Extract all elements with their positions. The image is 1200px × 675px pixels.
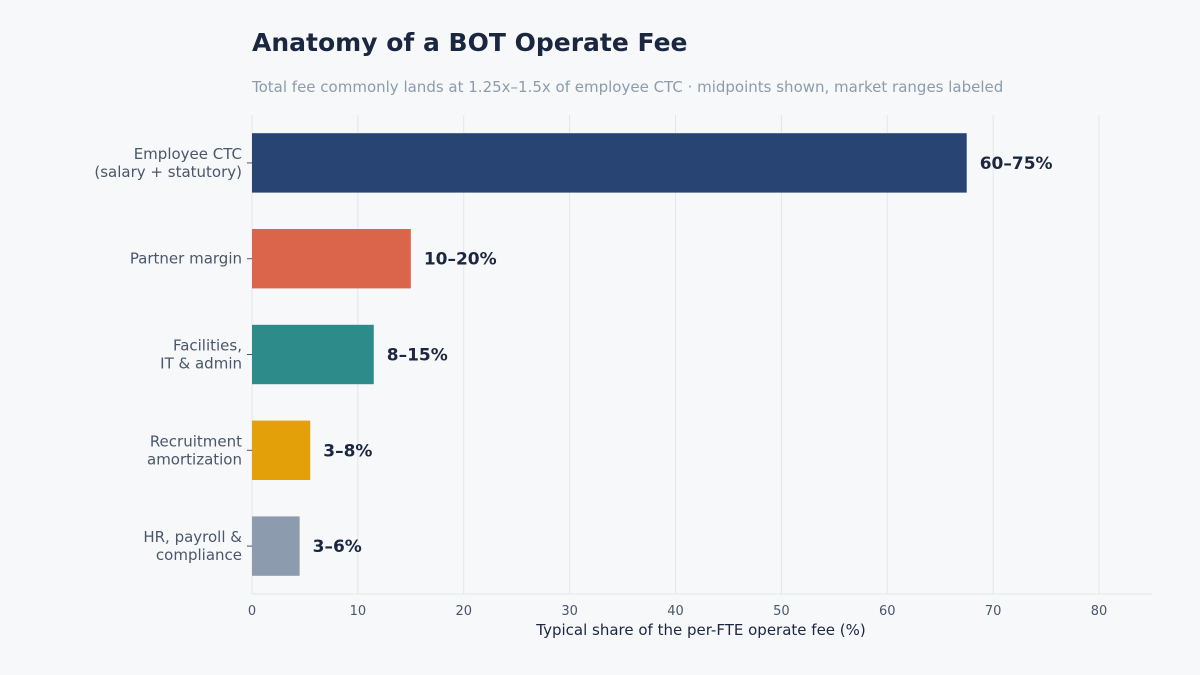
chart-title: Anatomy of a BOT Operate Fee xyxy=(252,28,687,57)
value-label: 60–75% xyxy=(980,154,1053,174)
category-label: Partner margin xyxy=(130,250,242,268)
category-label-line: Partner margin xyxy=(130,250,242,268)
x-tick-label: 60 xyxy=(879,604,896,619)
x-axis-label: Typical share of the per-FTE operate fee… xyxy=(535,621,866,639)
category-label-line: amortization xyxy=(147,450,242,468)
x-tick-label: 0 xyxy=(248,604,256,619)
category-label-line: compliance xyxy=(156,546,242,564)
bar xyxy=(252,420,311,480)
category-label: Facilities, IT & admin xyxy=(160,337,242,373)
category-label: Recruitment amortization xyxy=(147,432,242,468)
value-label: 10–20% xyxy=(424,250,497,270)
gridlines xyxy=(251,115,1100,594)
x-tick-label: 50 xyxy=(773,604,790,619)
category-label-line: HR, payroll & xyxy=(143,528,242,546)
category-label-line: (salary + statutory) xyxy=(94,163,242,181)
category-label-line: Employee CTC xyxy=(134,145,242,163)
bar xyxy=(252,229,411,289)
axes: 0 10 20 30 40 50 60 70 80 Employee CTC (salary + s… xyxy=(94,145,1152,619)
value-label: 3–8% xyxy=(323,441,372,461)
value-label: 8–15% xyxy=(387,346,448,366)
category-label-line: IT & admin xyxy=(160,355,242,373)
chart-subtitle: Total fee commonly lands at 1.25x–1.5x o… xyxy=(251,78,1003,96)
bar xyxy=(252,324,374,385)
category-label-line: Recruitment xyxy=(150,432,242,450)
x-tick-label: 80 xyxy=(1091,604,1108,619)
bars: 60–75% 10–20% 8–15% 3–8% 3–6% xyxy=(252,133,1053,576)
category-label: HR, payroll & compliance xyxy=(143,528,242,564)
x-tick-label: 10 xyxy=(350,604,367,619)
category-label: Employee CTC (salary + statutory) xyxy=(94,145,242,181)
bar xyxy=(252,133,967,193)
value-label: 3–6% xyxy=(313,537,362,557)
bar xyxy=(252,516,300,576)
category-label-line: Facilities, xyxy=(173,337,242,355)
x-tick-label: 30 xyxy=(561,604,578,619)
x-tick-label: 40 xyxy=(667,604,684,619)
x-tick-label: 20 xyxy=(455,604,472,619)
x-tick-label: 70 xyxy=(985,604,1002,619)
